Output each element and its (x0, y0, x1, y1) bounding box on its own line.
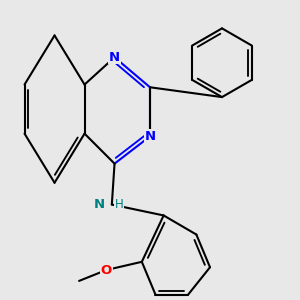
Text: N: N (144, 130, 156, 143)
Text: H: H (115, 198, 123, 211)
Text: N: N (109, 51, 120, 64)
Text: O: O (101, 263, 112, 277)
Text: N: N (94, 198, 105, 211)
